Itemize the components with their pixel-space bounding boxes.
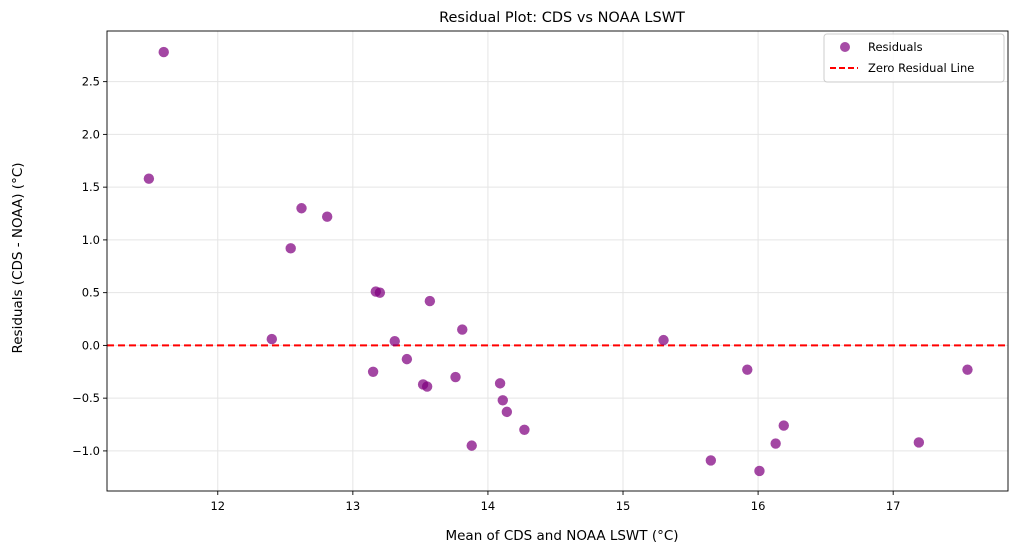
x-axis-ticks: 12 13 14 15 16 17 <box>210 491 901 513</box>
data-point <box>913 437 925 448</box>
data-point <box>321 211 333 222</box>
legend: Residuals Zero Residual Line <box>823 33 1005 83</box>
data-point <box>742 364 753 375</box>
data-point <box>421 381 433 392</box>
y-tick-label: −1.0 <box>72 444 100 458</box>
x-tick-label: 15 <box>616 499 631 513</box>
data-point <box>450 371 461 383</box>
y-tick-label: 2.5 <box>82 75 100 89</box>
data-point <box>457 324 468 335</box>
y-tick-label: 1.5 <box>82 180 100 194</box>
x-tick-label: 16 <box>751 499 766 513</box>
x-tick-label: 12 <box>210 499 225 513</box>
data-point <box>401 353 413 365</box>
data-point <box>143 173 155 184</box>
chart-title: Residual Plot: CDS vs NOAA LSWT <box>439 10 685 26</box>
data-point <box>778 420 789 431</box>
x-tick-label: 17 <box>886 499 901 513</box>
legend-label-residuals: Residuals <box>868 40 923 54</box>
data-point <box>497 395 508 406</box>
data-point <box>501 406 513 418</box>
scatter-points <box>143 46 973 477</box>
data-point <box>770 438 781 449</box>
data-point <box>374 287 386 298</box>
data-point <box>494 378 506 389</box>
y-tick-label: 1.0 <box>82 233 100 247</box>
x-axis-label: Mean of CDS and NOAA LSWT (°C) <box>445 528 678 544</box>
y-tick-label: −0.5 <box>72 391 100 405</box>
data-point <box>519 424 530 436</box>
data-point <box>389 335 400 347</box>
gridlines <box>107 31 1008 491</box>
data-point <box>367 366 379 377</box>
data-point <box>705 455 717 466</box>
data-point <box>296 203 307 214</box>
data-point <box>754 465 765 477</box>
axes-frame <box>106 30 1009 492</box>
data-point <box>658 334 669 346</box>
legend-label-zero-line: Zero Residual Line <box>868 61 974 75</box>
data-point <box>962 364 973 375</box>
x-tick-label: 14 <box>481 499 496 513</box>
y-tick-label: 2.0 <box>82 127 100 141</box>
data-point <box>424 295 436 307</box>
y-axis-ticks: −1.0 −0.5 0.0 0.5 1.0 1.5 2.0 2.5 <box>72 75 107 458</box>
data-point <box>466 440 477 451</box>
data-point <box>158 46 169 58</box>
legend-box <box>823 33 1005 83</box>
data-point <box>266 333 278 345</box>
y-tick-label: 0.0 <box>82 338 100 352</box>
data-point <box>285 243 296 254</box>
y-tick-label: 0.5 <box>82 286 100 300</box>
x-tick-label: 13 <box>346 499 361 513</box>
legend-marker-residuals <box>840 42 850 52</box>
y-axis-label: Residuals (CDS - NOAA) (°C) <box>10 162 26 353</box>
